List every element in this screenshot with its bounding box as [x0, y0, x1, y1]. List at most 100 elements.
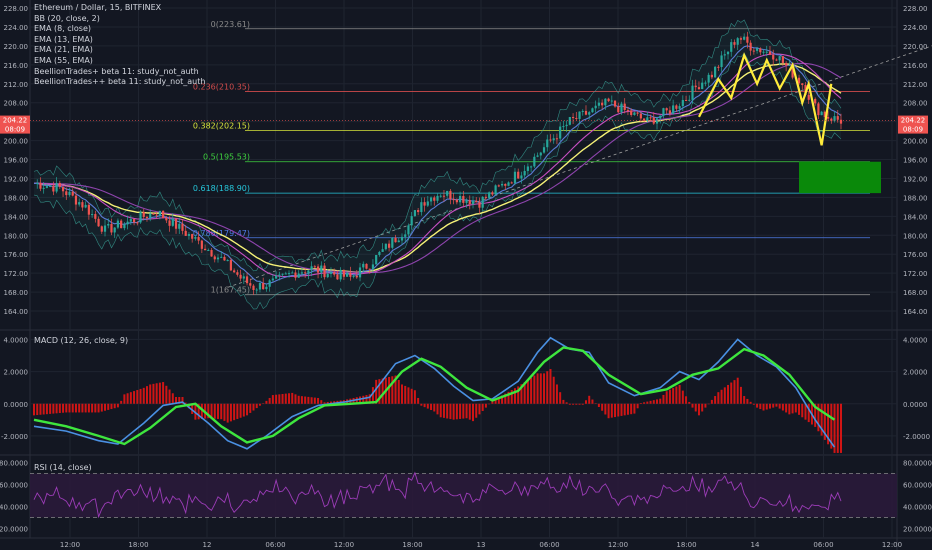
- candle-body: [642, 118, 646, 121]
- indicator-ema21[interactable]: EMA (21, EMA): [34, 45, 93, 55]
- macd-pane-label[interactable]: MACD (12, 26, close, 9): [34, 336, 129, 345]
- rsi-tick-label: 40.0000: [903, 503, 932, 511]
- time-tick-label: 06:00: [813, 541, 833, 549]
- macd-histogram-bar: [197, 403, 200, 420]
- indicator-beellion1[interactable]: BeellionTrades+ beta 11: study_not_auth: [34, 66, 199, 76]
- indicator-ema13[interactable]: EMA (13, EMA): [34, 34, 93, 44]
- candle-body: [400, 236, 404, 241]
- macd-histogram-bar: [749, 401, 752, 404]
- candle-body: [552, 138, 555, 141]
- candle-body: [226, 260, 229, 262]
- macd-histogram-bar: [442, 403, 445, 418]
- candle-body: [536, 155, 539, 157]
- macd-histogram-bar: [55, 403, 58, 414]
- candle-body: [384, 243, 387, 250]
- candle-body: [513, 171, 517, 184]
- macd-histogram-bar: [258, 403, 261, 406]
- macd-histogram-bar: [659, 398, 662, 404]
- macd-histogram-bar: [84, 403, 87, 413]
- candle-body: [455, 199, 458, 203]
- price-tick-label: 220.00: [903, 43, 928, 51]
- candle-body: [103, 225, 107, 232]
- candle-body: [268, 280, 271, 287]
- candle-body: [723, 54, 726, 56]
- candle-body: [371, 264, 375, 270]
- indicator-ema8[interactable]: EMA (8, close): [34, 24, 91, 34]
- candle-body: [452, 199, 455, 201]
- candle-body: [265, 286, 268, 290]
- indicator-beellion2[interactable]: BeellionTrades++ beta 11: study_not_auth: [34, 77, 206, 87]
- rsi-tick-label-left: 20.0000: [0, 525, 28, 533]
- time-tick-label: 14: [751, 541, 760, 549]
- candle-body: [313, 266, 316, 268]
- candle-body: [623, 103, 626, 110]
- rsi-pane-label[interactable]: RSI (14, close): [34, 463, 92, 472]
- price-tick-label-left: 172.00: [4, 270, 29, 278]
- candle-body: [591, 108, 594, 113]
- macd-histogram-bar: [497, 397, 500, 404]
- macd-histogram-bar: [216, 403, 219, 419]
- indicator-bb[interactable]: BB (20, close, 2): [34, 13, 100, 23]
- candle-body: [749, 42, 752, 51]
- macd-histogram-bar: [281, 393, 284, 404]
- candle-body: [565, 124, 568, 127]
- macd-histogram-bar: [375, 379, 378, 404]
- candle-body: [139, 211, 142, 223]
- candle-body: [714, 66, 717, 78]
- macd-histogram-bar: [468, 403, 471, 420]
- macd-histogram-bar: [430, 403, 433, 411]
- macd-histogram-bar: [391, 376, 394, 404]
- price-tag-right-countdown: 08:09: [903, 126, 923, 134]
- macd-histogram-bar: [714, 396, 717, 404]
- macd-histogram-bar: [739, 386, 742, 404]
- macd-histogram-bar: [300, 396, 303, 404]
- macd-histogram-bar: [36, 403, 39, 416]
- macd-histogram-bar: [552, 376, 555, 404]
- candle-body: [181, 223, 184, 231]
- price-tick-label-left: 216.00: [4, 62, 29, 70]
- macd-histogram-bar: [652, 400, 655, 404]
- candle-body: [785, 62, 788, 66]
- candle-body: [581, 110, 584, 112]
- macd-histogram-bar: [278, 394, 281, 404]
- candle-body: [523, 170, 526, 176]
- macd-tick-label-left: 2.0000: [4, 369, 29, 377]
- macd-histogram-bar: [814, 403, 817, 427]
- macd-histogram-bar: [562, 399, 565, 404]
- fib-level-label: 0.236(210.35): [193, 83, 250, 92]
- candle-body: [58, 183, 61, 187]
- candle-body: [684, 100, 688, 102]
- candle-body: [775, 59, 778, 61]
- candle-body: [429, 197, 433, 202]
- candle-body: [762, 51, 765, 53]
- macd-histogram-bar: [746, 398, 749, 404]
- candle-body: [494, 185, 497, 195]
- macd-histogram-bar: [733, 380, 736, 404]
- price-tick-label: 180.00: [903, 232, 928, 240]
- rsi-tick-label-left: 80.0000: [0, 460, 28, 468]
- macd-histogram-bar: [730, 382, 733, 404]
- price-tag-right: [898, 115, 928, 134]
- macd-histogram-bar: [329, 401, 332, 404]
- macd-histogram-bar: [662, 394, 665, 404]
- candle-body: [791, 64, 794, 78]
- candle-body: [694, 85, 697, 88]
- macd-histogram-bar: [604, 403, 607, 415]
- symbol-title[interactable]: Ethereum / Dollar, 15, BITFINEX: [34, 3, 162, 12]
- macd-histogram-bar: [549, 369, 552, 404]
- macd-histogram-bar: [371, 387, 374, 404]
- candle-body: [730, 42, 733, 52]
- macd-histogram-bar: [368, 394, 371, 404]
- ema8-line: [33, 45, 842, 285]
- macd-histogram-bar: [326, 401, 329, 404]
- candle-body: [417, 210, 420, 213]
- macd-histogram-bar: [594, 403, 597, 404]
- candle-body: [584, 110, 588, 115]
- macd-histogram-bar: [794, 403, 797, 413]
- indicator-ema55[interactable]: EMA (55, EMA): [34, 55, 93, 65]
- macd-histogram-bar: [152, 383, 155, 404]
- candle-body: [833, 116, 836, 121]
- macd-histogram-bar: [359, 396, 362, 404]
- candle-body: [61, 186, 65, 192]
